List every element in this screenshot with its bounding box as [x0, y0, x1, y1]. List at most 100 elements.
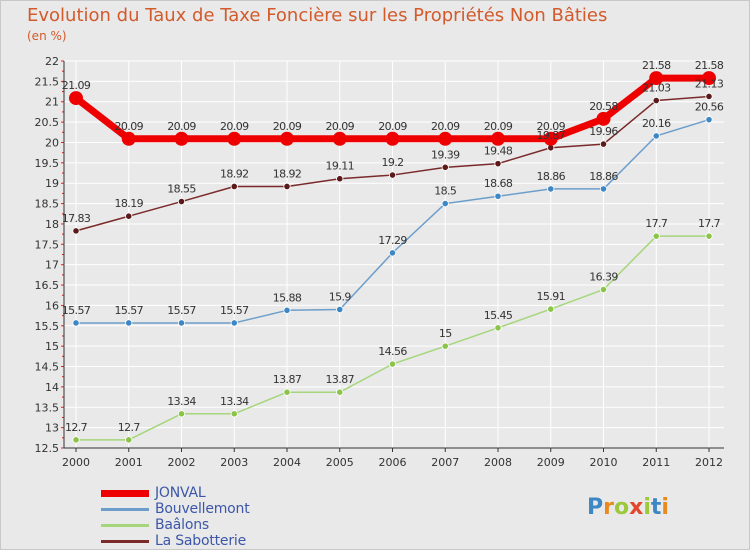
data-point-jonval [174, 131, 189, 146]
data-label-jonval: 20.09 [378, 120, 407, 133]
legend-swatch-la-sabotterie [101, 539, 149, 543]
data-label-bouvellemont: 18.86 [537, 170, 566, 183]
logo-letter: x [629, 495, 644, 520]
legend-swatch-jonval [101, 489, 149, 497]
legend-item-la-sabotterie: La Sabotterie [101, 533, 250, 549]
data-label-la-sabotterie: 19.39 [431, 148, 460, 161]
legend-item-jonval: JONVAL [101, 485, 250, 501]
data-point-la-sabotterie [283, 182, 291, 191]
data-label-baalons: 16.39 [589, 271, 618, 284]
data-point-baalons [230, 410, 238, 418]
proxiti-logo: Proxiti [587, 495, 669, 520]
data-point-jonval [596, 111, 611, 126]
logo-letter: i [661, 495, 669, 520]
data-point-jonval [385, 131, 400, 146]
data-point-jonval [649, 71, 664, 86]
x-tick-label: 2002 [168, 456, 196, 469]
logo-letter: P [587, 495, 604, 520]
legend-swatch-baalons [101, 523, 149, 527]
data-label-baalons: 17.7 [645, 217, 668, 230]
data-point-la-sabotterie [177, 197, 186, 206]
x-tick-label: 2007 [431, 456, 459, 469]
data-point-la-sabotterie [599, 140, 608, 148]
x-tick-label: 2008 [484, 456, 512, 469]
logo-letter: r [603, 495, 614, 520]
data-label-baalons: 13.87 [273, 373, 302, 386]
data-point-jonval [280, 131, 294, 146]
legend-item-baalons: Baâlons [101, 517, 250, 533]
x-tick-label: 2012 [695, 456, 723, 469]
y-tick-label: 17.5 [35, 238, 60, 251]
data-point-baalons [599, 285, 608, 294]
y-tick-label: 13.5 [35, 401, 60, 414]
data-label-la-sabotterie: 19.2 [381, 156, 403, 169]
data-label-la-sabotterie: 19.48 [484, 145, 513, 158]
data-label-jonval: 20.09 [115, 120, 144, 133]
data-point-bouvellemont [388, 249, 397, 257]
data-label-baalons: 17.7 [698, 217, 721, 230]
data-point-bouvellemont [230, 319, 238, 327]
y-tick-label: 19 [45, 177, 59, 190]
x-tick-label: 2010 [590, 456, 618, 469]
data-point-la-sabotterie [441, 163, 449, 171]
data-point-baalons [125, 436, 133, 444]
data-label-baalons: 12.7 [118, 421, 141, 434]
x-tick-label: 2009 [537, 456, 565, 469]
data-label-baalons: 15 [439, 327, 452, 340]
data-label-jonval: 20.09 [484, 120, 513, 133]
chart-legend: JONVAL Bouvellemont Baâlons La Sabotteri… [101, 485, 250, 549]
y-tick-label: 12.5 [35, 442, 60, 455]
y-tick-label: 21.5 [35, 75, 60, 88]
y-tick-label: 14.5 [35, 361, 60, 374]
legend-label-baalons: Baâlons [155, 517, 209, 533]
data-point-baalons [388, 360, 397, 368]
y-tick-label: 17 [45, 259, 59, 272]
data-point-bouvellemont [599, 185, 608, 193]
chart-subtitle: (en %) [27, 29, 67, 43]
data-label-la-sabotterie: 21.13 [695, 77, 724, 90]
data-point-la-sabotterie [230, 182, 238, 191]
y-tick-label: 14 [45, 381, 59, 394]
data-point-la-sabotterie [494, 160, 502, 168]
y-tick-label: 15 [45, 340, 59, 353]
logo-letter: t [650, 495, 662, 520]
data-label-jonval: 21.58 [695, 59, 724, 72]
y-tick-label: 21 [45, 96, 59, 109]
data-label-bouvellemont: 15.88 [273, 291, 302, 304]
data-point-baalons [336, 388, 344, 396]
data-point-jonval [438, 131, 453, 146]
data-label-jonval: 20.58 [589, 100, 618, 113]
data-point-bouvellemont [125, 319, 133, 327]
legend-label-jonval: JONVAL [155, 485, 206, 501]
data-label-bouvellemont: 15.9 [329, 290, 352, 303]
data-point-bouvellemont [177, 319, 186, 327]
data-point-baalons [72, 436, 80, 444]
data-label-la-sabotterie: 18.55 [167, 183, 196, 196]
data-label-jonval: 21.58 [642, 59, 671, 72]
data-label-la-sabotterie: 18.19 [115, 197, 144, 210]
data-label-jonval: 20.09 [220, 120, 249, 133]
data-label-bouvellemont: 15.57 [220, 304, 249, 317]
data-label-bouvellemont: 18.68 [484, 177, 513, 190]
logo-letter: o [613, 495, 630, 520]
data-point-la-sabotterie [336, 175, 344, 183]
data-point-baalons [283, 388, 291, 396]
data-point-la-sabotterie [125, 212, 133, 220]
data-point-bouvellemont [494, 192, 502, 200]
y-tick-label: 22 [45, 55, 59, 68]
y-tick-label: 16 [45, 299, 59, 312]
data-label-baalons: 13.87 [326, 373, 355, 386]
data-point-baalons [494, 324, 502, 332]
data-point-jonval [69, 91, 83, 106]
data-label-bouvellemont: 15.57 [62, 304, 91, 317]
data-point-jonval [702, 71, 716, 86]
data-label-jonval: 20.09 [326, 120, 355, 133]
data-point-baalons [547, 305, 555, 313]
data-label-la-sabotterie: 18.92 [220, 167, 249, 180]
series-lines [69, 71, 716, 444]
data-point-bouvellemont [547, 185, 555, 193]
y-tick-label: 20.5 [35, 116, 60, 129]
data-label-baalons: 14.56 [378, 345, 407, 358]
data-label-bouvellemont: 15.57 [115, 304, 144, 317]
